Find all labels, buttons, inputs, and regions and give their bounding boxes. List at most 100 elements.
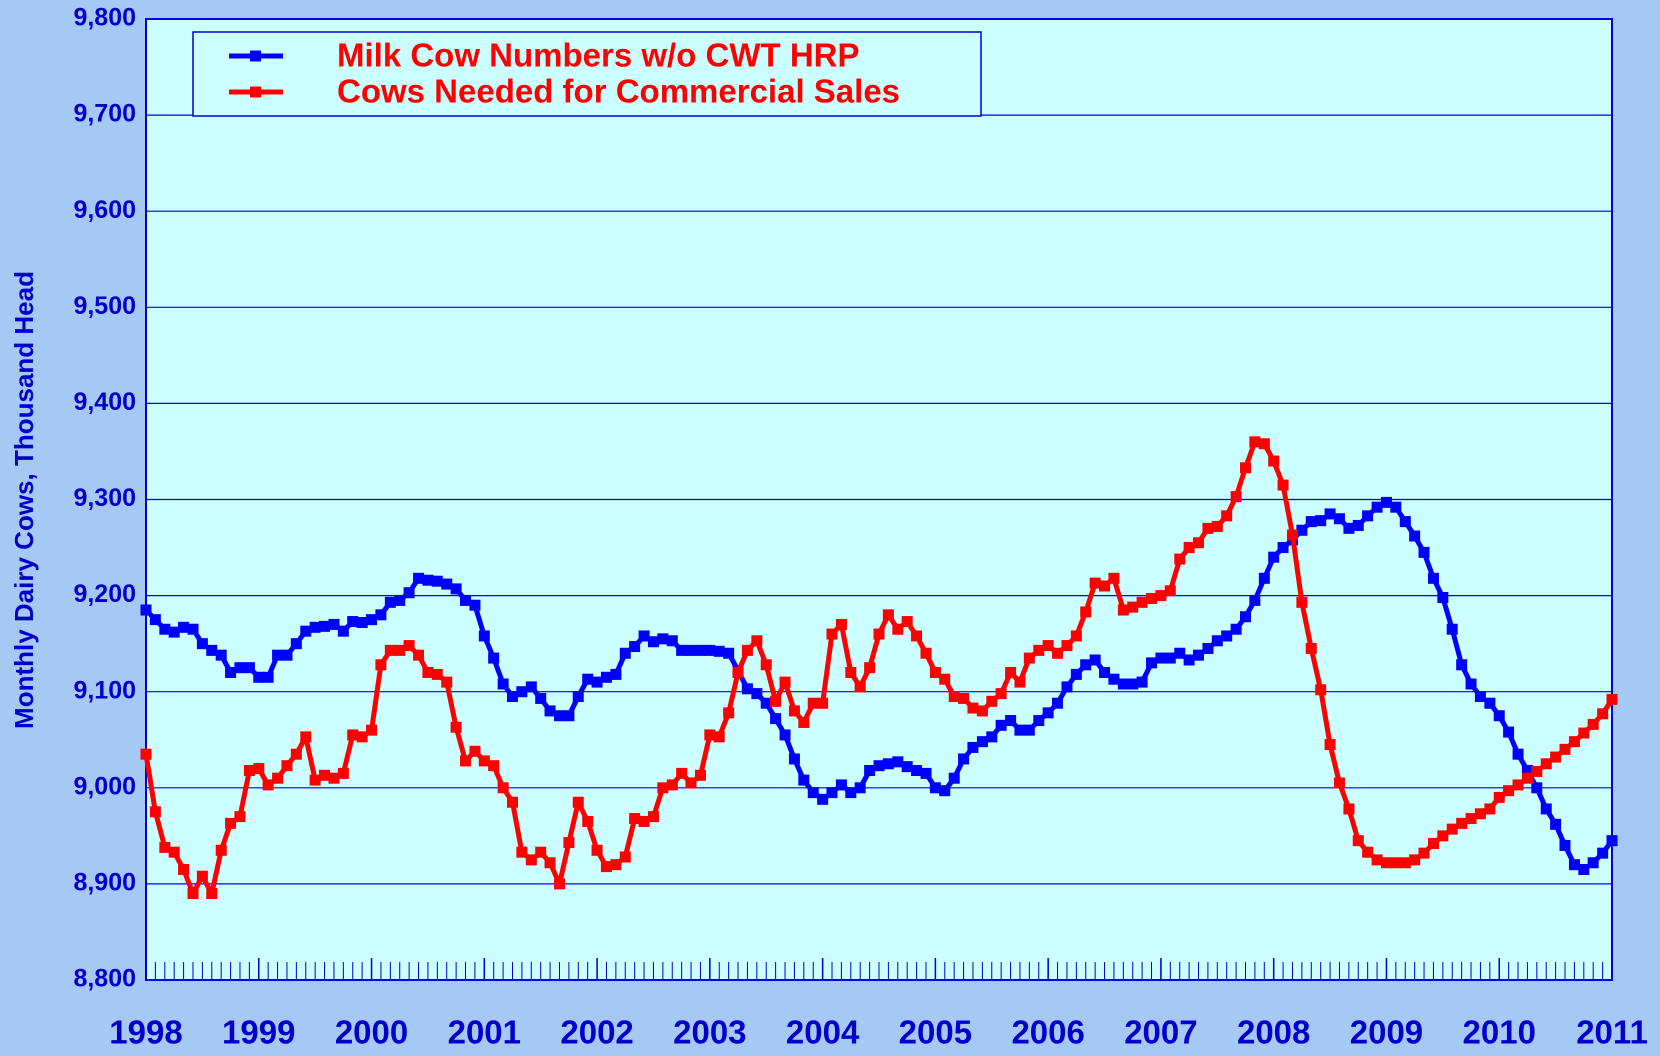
- legend-label: Milk Cow Numbers w/o CWT HRP: [337, 37, 860, 74]
- data-point: [798, 774, 810, 786]
- legend-marker: [250, 86, 261, 98]
- x-tick-label: 2008: [1237, 1014, 1310, 1051]
- x-tick-label: 2001: [448, 1014, 521, 1051]
- data-point: [854, 681, 866, 693]
- y-tick-label: 8,900: [73, 869, 136, 897]
- y-tick-label: 9,400: [73, 388, 136, 416]
- data-point: [281, 649, 293, 661]
- data-point: [450, 583, 462, 595]
- data-point: [741, 644, 753, 656]
- data-point: [1550, 818, 1562, 830]
- data-point: [1127, 601, 1139, 613]
- data-point: [1192, 537, 1204, 549]
- y-axis-label: Monthly Dairy Cows, Thousand Head: [9, 271, 39, 729]
- data-point: [206, 888, 218, 900]
- data-point: [319, 769, 331, 781]
- data-point: [1258, 438, 1270, 450]
- data-point: [1587, 857, 1599, 869]
- data-point: [826, 787, 838, 799]
- data-point: [243, 662, 255, 674]
- data-point: [788, 753, 800, 765]
- data-point: [403, 640, 415, 652]
- data-point: [1127, 678, 1139, 690]
- data-point: [1070, 668, 1082, 680]
- data-point: [1099, 666, 1111, 678]
- data-point: [1427, 838, 1439, 850]
- data-point: [1117, 678, 1129, 690]
- data-point: [431, 668, 443, 680]
- data-point: [366, 614, 378, 626]
- data-point: [1146, 592, 1158, 604]
- data-point: [1240, 611, 1251, 623]
- data-point: [901, 761, 913, 773]
- data-point: [760, 697, 772, 709]
- data-point: [770, 695, 782, 707]
- y-tick-label: 9,700: [73, 100, 136, 128]
- data-point: [516, 686, 528, 698]
- data-point: [1343, 522, 1355, 534]
- data-point: [657, 633, 669, 645]
- x-tick-label: 1999: [222, 1014, 295, 1051]
- data-point: [1343, 803, 1355, 815]
- data-point: [901, 616, 913, 628]
- data-point: [1324, 739, 1336, 751]
- y-tick-label: 8,800: [73, 965, 136, 993]
- data-point: [384, 644, 396, 656]
- data-point: [384, 596, 396, 608]
- data-point: [911, 630, 923, 642]
- data-point: [1296, 524, 1308, 536]
- data-point: [1390, 501, 1402, 513]
- data-point: [958, 753, 970, 765]
- data-point: [215, 844, 227, 856]
- data-point: [1277, 542, 1289, 554]
- data-point: [676, 644, 688, 656]
- data-point: [676, 767, 688, 779]
- data-point: [1362, 846, 1374, 858]
- legend-box: [192, 31, 982, 117]
- data-point: [873, 628, 885, 640]
- data-point: [300, 625, 312, 637]
- data-point: [1474, 691, 1486, 703]
- data-point: [178, 621, 190, 633]
- data-point: [206, 644, 218, 656]
- data-point: [1521, 772, 1533, 784]
- data-point: [281, 760, 293, 772]
- data-point: [1221, 630, 1233, 642]
- data-point: [817, 793, 829, 805]
- data-point: [995, 688, 1007, 700]
- data-point: [328, 618, 340, 630]
- data-point: [459, 594, 471, 606]
- data-point: [1023, 652, 1035, 664]
- data-point: [751, 635, 763, 647]
- data-point: [920, 767, 932, 779]
- data-point: [507, 691, 518, 703]
- data-point: [356, 617, 368, 629]
- data-point: [1446, 823, 1458, 835]
- data-point: [582, 673, 594, 685]
- y-tick-label: 9,300: [73, 484, 136, 512]
- data-point: [1005, 715, 1017, 727]
- data-point: [394, 644, 406, 656]
- data-point: [1437, 830, 1449, 842]
- data-point: [1531, 782, 1543, 794]
- data-point: [1550, 751, 1562, 763]
- x-tick-label: 2006: [1011, 1014, 1084, 1051]
- data-point: [1061, 681, 1073, 693]
- data-point: [1399, 516, 1411, 528]
- data-point: [939, 673, 951, 685]
- data-point: [1108, 572, 1120, 584]
- data-point: [1493, 791, 1505, 803]
- data-point: [1061, 640, 1073, 652]
- data-point: [948, 772, 960, 784]
- data-point: [911, 765, 923, 777]
- data-point: [1014, 724, 1026, 736]
- data-point: [1258, 572, 1270, 584]
- data-point: [488, 760, 500, 772]
- data-point: [807, 787, 819, 799]
- data-point: [1080, 606, 1092, 618]
- data-point: [1287, 529, 1299, 541]
- data-point: [1221, 510, 1233, 522]
- data-point: [1211, 520, 1223, 532]
- data-point: [685, 644, 697, 656]
- data-point: [1202, 642, 1214, 654]
